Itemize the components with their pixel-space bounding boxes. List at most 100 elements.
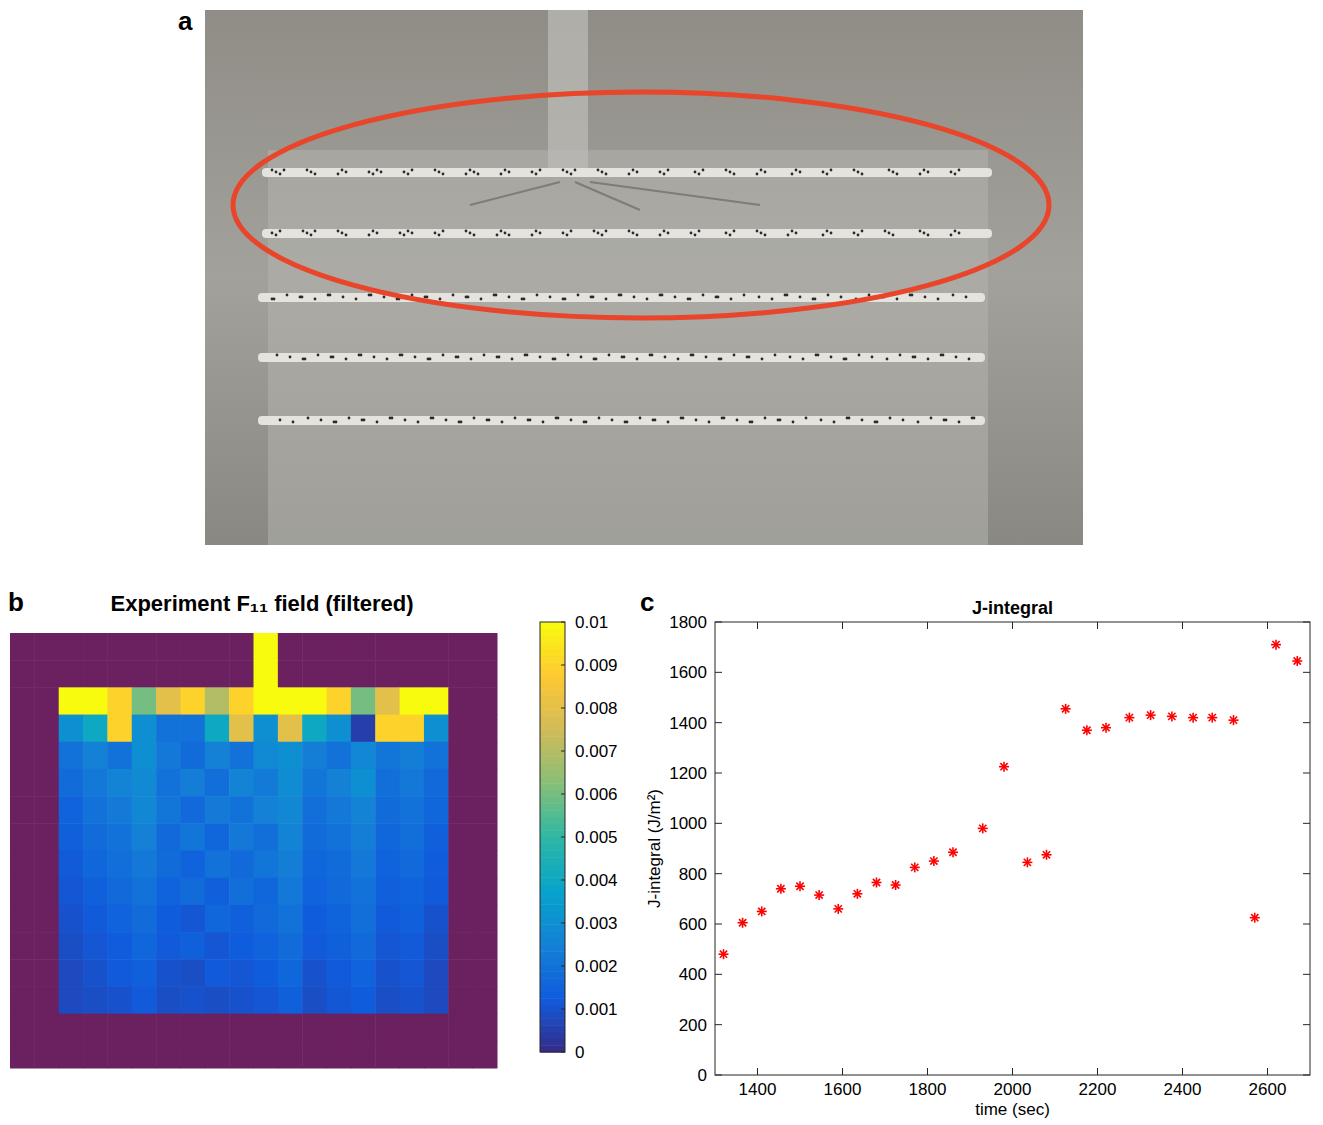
speckle: [601, 171, 604, 174]
speckle: [968, 358, 971, 361]
point: [738, 918, 748, 928]
speckle: [508, 296, 511, 299]
speckle: [289, 356, 292, 359]
cell: [254, 633, 279, 661]
cell: [83, 742, 108, 770]
speckle: [570, 230, 573, 233]
speckle: [868, 294, 871, 297]
y-tick: [1303, 823, 1310, 824]
speckle: [555, 417, 558, 420]
speckle: [302, 358, 305, 361]
points: [719, 640, 1303, 960]
colorbar-segment: [540, 709, 565, 716]
point: [814, 890, 824, 900]
cell: [327, 687, 352, 715]
speckle: [570, 173, 573, 176]
cell: [254, 715, 279, 743]
cell: [107, 986, 132, 1014]
masked-cell: [473, 687, 498, 715]
cell: [59, 905, 84, 933]
cell: [229, 851, 254, 879]
y-tick-label: 1600: [669, 663, 707, 682]
speckle: [368, 294, 371, 297]
colorbar-segment: [540, 945, 565, 952]
x-tick: [1012, 622, 1013, 629]
masked-cell: [10, 905, 35, 933]
speckle: [399, 354, 402, 357]
y-tick: [1303, 873, 1310, 874]
point: [719, 949, 729, 959]
cell: [351, 986, 376, 1014]
y-tick-label: 1800: [669, 613, 707, 632]
speckle: [608, 354, 611, 357]
cell: [59, 959, 84, 987]
masked-cell: [10, 796, 35, 824]
y-tick: [1303, 1024, 1310, 1025]
colorbar-tick-label: 0.007: [575, 742, 618, 761]
masked-cell: [351, 1014, 376, 1042]
masked-cell: [59, 1041, 84, 1069]
cell: [278, 796, 303, 824]
cell: [107, 687, 132, 715]
speckle: [764, 171, 767, 174]
x-tick: [1012, 1068, 1013, 1075]
cell: [302, 687, 327, 715]
cell: [132, 851, 157, 879]
cell: [180, 796, 205, 824]
speckle: [535, 173, 538, 176]
cell: [205, 687, 230, 715]
cell: [351, 687, 376, 715]
x-tick-label: 2400: [1164, 1080, 1202, 1099]
speckle: [427, 358, 430, 361]
cell: [278, 851, 303, 879]
y-tick: [715, 1024, 722, 1025]
cell: [278, 823, 303, 851]
x-tick-label: 2200: [1079, 1080, 1117, 1099]
speckle: [924, 296, 927, 299]
cell: [156, 932, 181, 960]
cell: [229, 687, 254, 715]
masked-cell: [448, 932, 473, 960]
cell: [278, 878, 303, 906]
cell: [400, 878, 425, 906]
speckle: [791, 230, 794, 233]
masked-cell: [229, 633, 254, 661]
cell: [351, 823, 376, 851]
colorbar-segment: [540, 877, 565, 884]
masked-cell: [229, 1014, 254, 1042]
cell: [400, 742, 425, 770]
point: [1082, 725, 1092, 735]
speckle: [438, 234, 441, 237]
speckle: [659, 171, 662, 174]
layer-strip: [258, 416, 985, 425]
colorbar-segment: [540, 716, 565, 723]
colorbar-tick-label: 0.008: [575, 699, 618, 718]
speckle: [659, 294, 662, 297]
speckle: [730, 298, 733, 301]
cell: [205, 742, 230, 770]
specimen-block: [268, 150, 988, 545]
speckle: [667, 169, 670, 172]
speckle: [605, 298, 608, 301]
masked-cell: [473, 633, 498, 661]
cell: [375, 742, 400, 770]
masked-cell: [254, 1014, 279, 1042]
masked-cell: [10, 660, 35, 688]
speckle: [566, 234, 569, 237]
speckle: [708, 421, 711, 424]
cell: [59, 769, 84, 797]
colorbar-segment: [540, 938, 565, 945]
speckle: [539, 169, 542, 172]
speckle: [761, 358, 764, 361]
masked-cell: [10, 1014, 35, 1042]
cell: [132, 878, 157, 906]
colorbar-tick: [561, 665, 565, 666]
axes: [715, 622, 1310, 1075]
masked-cell: [448, 687, 473, 715]
cell: [107, 932, 132, 960]
masked-cell: [473, 1014, 498, 1042]
chart-title: J-integral: [972, 598, 1053, 618]
speckle: [380, 171, 383, 174]
speckle: [618, 294, 621, 297]
masked-cell: [34, 742, 59, 770]
